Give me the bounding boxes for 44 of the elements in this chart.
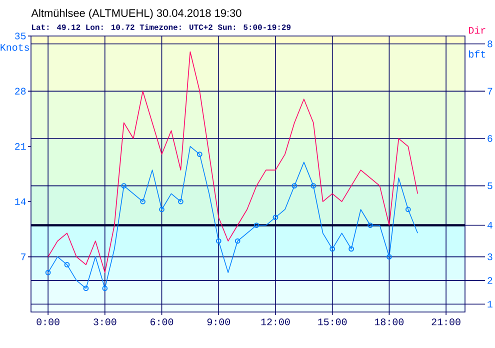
y-tick-label: 28 <box>15 88 26 95</box>
x-tick-label: 6:00 <box>150 318 174 326</box>
x-tick-label: 12:00 <box>261 318 290 326</box>
y-tick-label: 14 <box>15 198 26 205</box>
text: 2 <box>488 277 492 284</box>
y-tick-label: 7 <box>21 254 26 260</box>
x-tick-label: 18:00 <box>374 318 404 326</box>
point <box>64 262 70 268</box>
text: 8 <box>488 40 492 48</box>
point <box>102 286 108 292</box>
chart-title: Altmühlsee (ALTMUEHL) 30.04.2018 19:30 <box>31 8 242 20</box>
text: 6 <box>488 135 492 142</box>
point <box>178 198 184 204</box>
point <box>272 214 278 220</box>
y-tick-label: 21 <box>15 143 26 150</box>
text: 7 <box>488 88 492 94</box>
point <box>234 238 240 244</box>
point <box>348 246 354 252</box>
x-tick-label: 0:00 <box>36 318 60 326</box>
text: bft <box>469 50 486 58</box>
point <box>292 183 298 189</box>
text: 4 <box>487 222 492 229</box>
y-axis-title: Knots <box>0 44 29 51</box>
point <box>310 183 316 189</box>
text: 1 <box>488 300 492 308</box>
x-tick-label: 3:00 <box>94 318 116 326</box>
point <box>405 206 411 212</box>
point <box>368 222 373 228</box>
text: Dir <box>468 26 486 34</box>
point <box>216 238 222 244</box>
point <box>140 198 146 204</box>
y-tick-label: 35 <box>14 32 26 40</box>
text: 3 <box>488 253 492 260</box>
text: 5 <box>488 182 492 190</box>
point <box>386 254 392 260</box>
x-tick-label: 21:00 <box>432 318 460 326</box>
point <box>121 183 127 189</box>
point <box>254 222 260 228</box>
point <box>83 286 89 292</box>
point <box>330 246 336 252</box>
x-tick-label: 9:00 <box>207 318 230 326</box>
x-tick-label: 15:00 <box>318 318 347 326</box>
point <box>196 152 202 157</box>
point <box>159 206 164 212</box>
